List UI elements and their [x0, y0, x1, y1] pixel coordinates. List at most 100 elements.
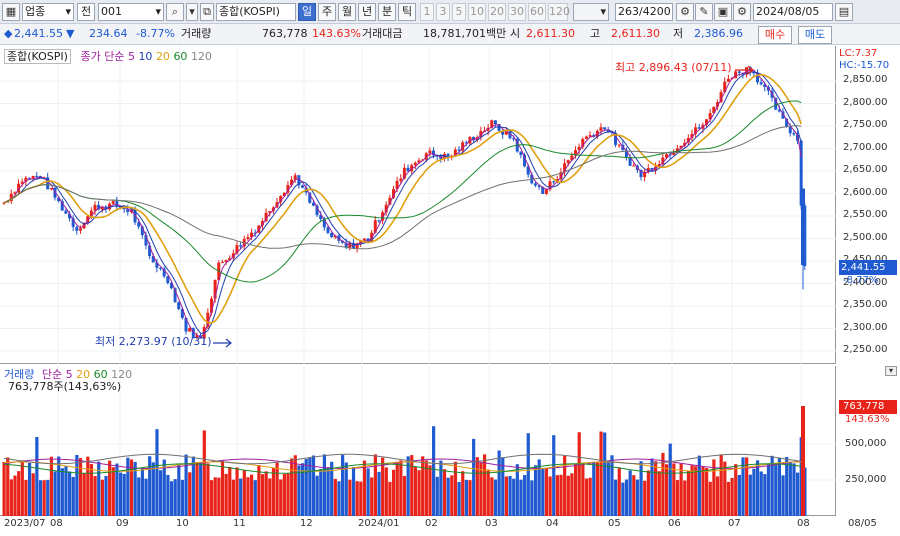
price-chart — [0, 46, 836, 364]
interval-button[interactable]: 10 — [468, 3, 486, 21]
calendar-icon[interactable]: ▤ — [835, 3, 853, 21]
interval-button[interactable]: 30 — [508, 3, 526, 21]
x-axis-tick: 2023/07 — [4, 518, 46, 529]
mark-icon[interactable]: ✎ — [695, 3, 713, 21]
period-tab[interactable]: 분 — [378, 3, 396, 21]
x-axis-tick: 06 — [668, 518, 681, 529]
count-field[interactable]: 263/4200 — [615, 3, 673, 21]
volume-axis: ▾ 763,778 143.63% 500,000 250,000 — [837, 366, 900, 516]
vol-pct-tag: 143.63% — [845, 414, 890, 425]
stock-name: 종합(KOSPI) — [216, 3, 296, 21]
chevron-down-icon: ▾ — [65, 5, 71, 18]
price-axis-tick: 2,250.00 — [843, 344, 888, 355]
settings-icon[interactable]: ⚙ — [676, 3, 694, 21]
sell-button[interactable]: 매도 — [798, 26, 832, 44]
interval-button[interactable]: 60 — [528, 3, 546, 21]
volume-panel[interactable]: 거래량 단순 5 20 60 120 763,778주(143,63%) — [0, 366, 836, 516]
price-change: 234.64 — [89, 27, 128, 40]
vol-legend-ma5: 5 — [65, 368, 73, 381]
volume-axis-tick: 250,000 — [845, 474, 887, 485]
interval-button[interactable]: 20 — [488, 3, 506, 21]
legend-ma5: 5 — [127, 50, 135, 63]
vol-value-line: 763,778주(143,63%) — [8, 380, 122, 393]
quote-bar: ◆ 2,441.55 ▼ 234.64 -8.77% 거래량 763,778 1… — [0, 24, 900, 45]
period-tab[interactable]: 일 — [298, 3, 316, 21]
interval-button[interactable]: 120 — [548, 3, 570, 21]
interval-button[interactable]: 1 — [420, 3, 434, 21]
price-axis-tick: 2,650.00 — [843, 164, 888, 175]
x-axis-tick: 10 — [176, 518, 189, 529]
custom-interval[interactable]: ▾ — [573, 3, 609, 21]
amount-label: 거래대금 — [362, 27, 403, 40]
x-axis: 2023/07 08 09 10 11 12 2024/01 02 03 04 05 06 07 08 08… — [0, 516, 900, 536]
search-icon[interactable]: ⌕ — [166, 3, 184, 21]
chevron-down-icon: ▾ — [155, 5, 161, 18]
arrow-down-icon[interactable]: ▾ — [186, 3, 198, 21]
price-axis-tick: 2,550.00 — [843, 209, 888, 220]
lc-label: LC:7.37 — [839, 48, 878, 59]
high-label: 고 — [590, 27, 601, 40]
code-input[interactable]: 001 ▾ — [98, 3, 164, 21]
amount-value: 18,781,701백만 — [423, 27, 507, 40]
price-axis: LC:7.37 HC:-15.70 2,850.00 2,800.00 2,750.… — [837, 46, 900, 364]
interval-button[interactable]: 5 — [452, 3, 466, 21]
volume-value: 763,778 — [262, 27, 308, 40]
period-tab[interactable]: 년 — [358, 3, 376, 21]
period-tab[interactable]: 주 — [318, 3, 336, 21]
down-arrow-icon: ▼ — [66, 27, 75, 40]
x-axis-tick: 08 — [797, 518, 810, 529]
current-price: 2,441.55 — [14, 27, 63, 40]
market-select[interactable]: 업종 ▾ — [22, 3, 74, 21]
low-value: 2,386.96 — [694, 27, 743, 40]
x-axis-tick: 11 — [233, 518, 246, 529]
low-annotation: 최저 2,273.97 (10/31) — [95, 335, 212, 348]
legend-ma-label: 종가 단순 — [80, 50, 125, 63]
volume-chart — [0, 366, 836, 516]
price-axis-tick: 2,450.00 — [843, 254, 888, 265]
legend-ma60: 60 — [173, 50, 188, 63]
copy-icon[interactable]: ⧉ — [200, 3, 214, 21]
price-axis-tick: 2,500.00 — [843, 231, 888, 243]
x-axis-tick: 08/05 — [848, 518, 877, 529]
open-value: 2,611.30 — [526, 27, 575, 40]
x-axis-tick: 2024/01 — [358, 518, 400, 529]
buy-button[interactable]: 매수 — [758, 26, 792, 44]
price-axis-tick: 2,600.00 — [843, 186, 888, 198]
legend-ma120: 120 — [190, 50, 212, 63]
legend-ma20: 20 — [155, 50, 170, 63]
x-axis-tick: 07 — [728, 518, 741, 529]
x-axis-tick: 02 — [425, 518, 438, 529]
code-value: 001 — [101, 5, 122, 18]
save-icon[interactable]: ▣ — [714, 3, 732, 21]
price-axis-tick: 2,850.00 — [843, 74, 888, 85]
vol-legend-name: 거래량 — [4, 368, 35, 381]
price-axis-tick: 2,300.00 — [843, 321, 888, 333]
volume-legend: 거래량 단순 5 20 60 120 — [4, 368, 132, 382]
price-axis-tick: 2,700.00 — [843, 141, 888, 153]
gear-icon[interactable]: ⚙ — [733, 3, 751, 21]
x-axis-tick: 08 — [50, 518, 63, 529]
panel-toggle[interactable]: ▾ — [885, 366, 897, 376]
jeon-button[interactable]: 전 — [77, 3, 95, 21]
volume-axis-tick: 500,000 — [845, 438, 887, 449]
price-tag: 2,441.55 — [839, 260, 897, 275]
grid-icon[interactable]: ▦ — [2, 3, 20, 21]
date-field[interactable]: 2024/08/05 — [753, 3, 833, 21]
interval-button[interactable]: 3 — [436, 3, 450, 21]
x-axis-tick: 09 — [116, 518, 129, 529]
vol-tag: 763,778 — [839, 400, 897, 414]
legend-ma10: 10 — [138, 50, 153, 63]
volume-label: 거래량 — [181, 27, 212, 40]
period-tab[interactable]: 월 — [338, 3, 356, 21]
vol-legend-ma120: 120 — [111, 368, 133, 381]
price-marker: ◆ — [4, 27, 13, 40]
price-axis-tick: 2,350.00 — [843, 299, 888, 310]
price-panel[interactable]: 종합(KOSPI) 종가 단순 5 10 20 60 120 최고 2,896.… — [0, 46, 836, 364]
vol-legend-ma20: 20 — [76, 368, 91, 381]
change-percent: -8.77% — [136, 27, 175, 40]
x-axis-tick: 12 — [300, 518, 313, 529]
x-axis-tick: 03 — [485, 518, 498, 529]
market-label: 업종 — [25, 5, 46, 18]
period-tab[interactable]: 틱 — [398, 3, 416, 21]
